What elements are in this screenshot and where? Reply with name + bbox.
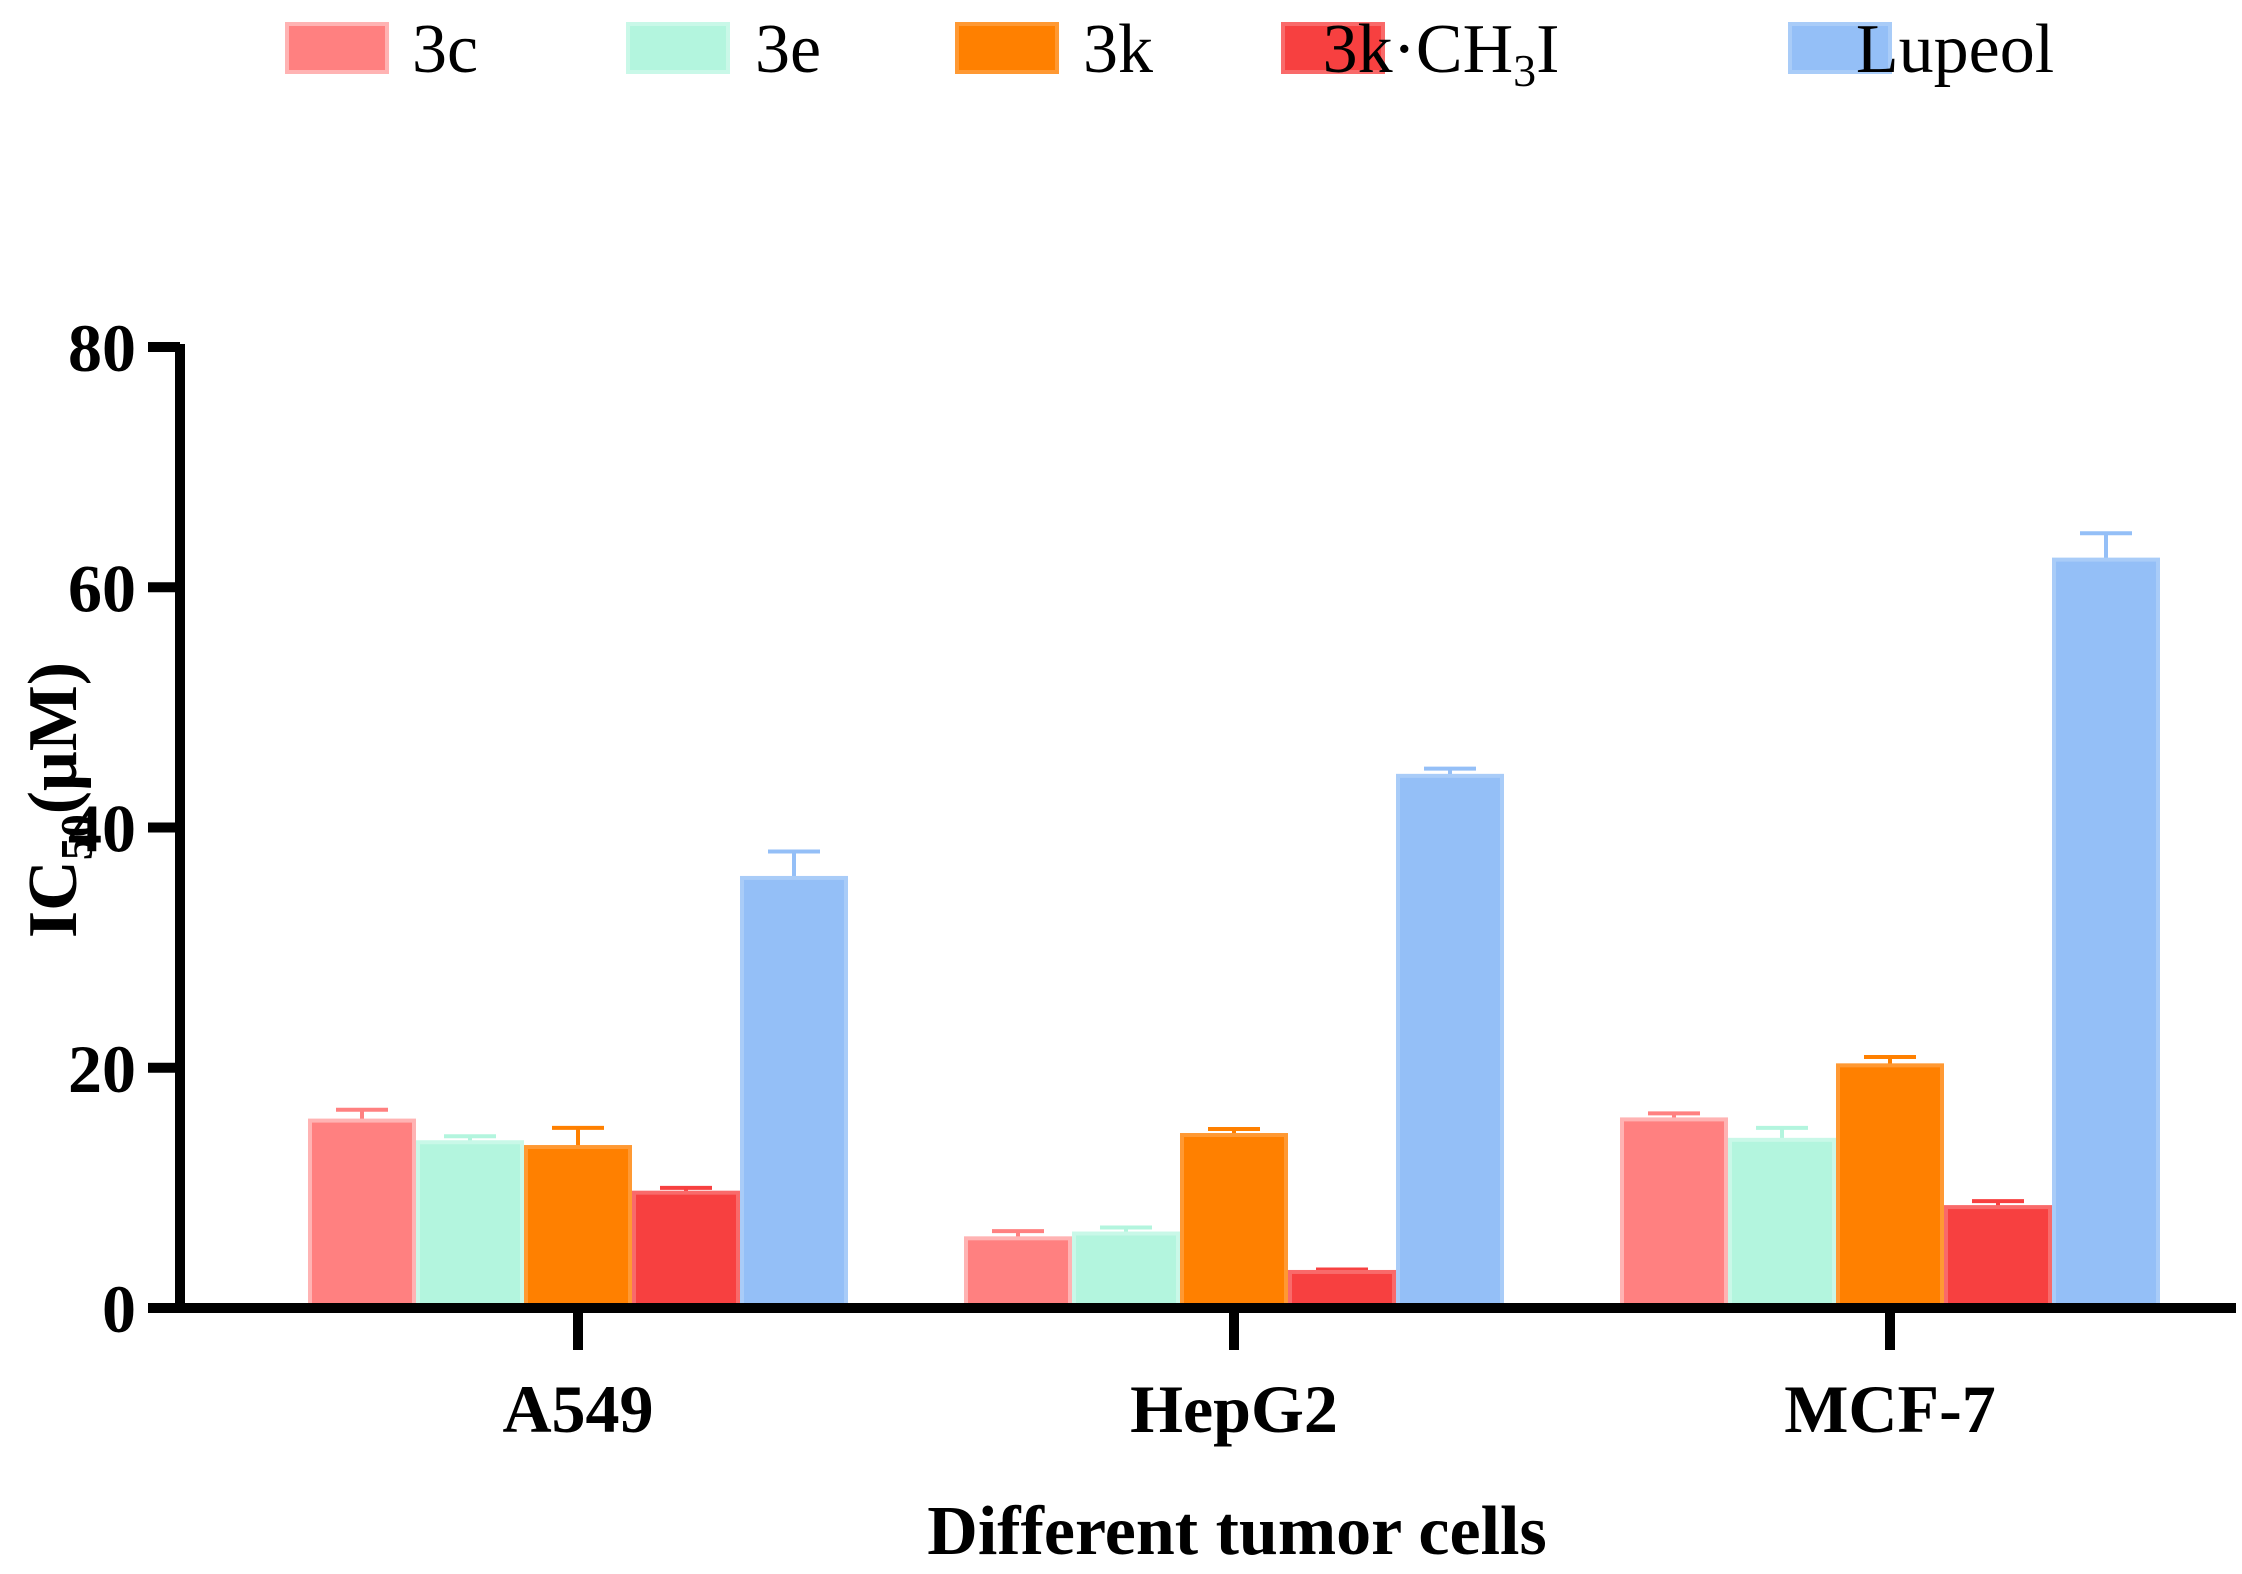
y-tick-label-0: 0 [102, 1271, 136, 1347]
x-tick-label-mcf-7: MCF-7 [1784, 1371, 1995, 1447]
bar-3k-ch3i-a549 [632, 1190, 740, 1311]
legend-label-3e: 3e [755, 11, 821, 88]
y-tick-label-20: 20 [68, 1031, 136, 1107]
y-axis-title: IC50(μM) [15, 662, 102, 938]
x-axis-title: Different tumor cells [927, 1493, 1546, 1570]
x-tick-label-hepg2: HepG2 [1130, 1371, 1338, 1447]
legend: 3c 3e 3k 3k·CH3I Lupeol [285, 11, 2054, 96]
bar-3c-hepg2 [964, 1236, 1072, 1311]
bar-3e-hepg2 [1072, 1231, 1180, 1310]
bar-lupeol-a549 [740, 875, 848, 1310]
bar-3k-mcf-7 [1836, 1063, 1944, 1311]
legend-label-3c: 3c [412, 11, 478, 88]
legend-label-3k: 3k [1083, 11, 1153, 88]
axis-labels: 0 20 40 60 80 A549 HepG2 MCF-7 Different tumor c… [15, 310, 1996, 1570]
legend-swatch-3k [955, 22, 1059, 74]
y-tick-label-80: 80 [68, 310, 136, 386]
bar-3e-a549 [416, 1140, 524, 1311]
bar-lupeol-hepg2 [1396, 773, 1504, 1310]
bars [308, 531, 2160, 1311]
bar-lupeol-mcf-7 [2052, 557, 2160, 1310]
y-axis-title-main: IC [15, 860, 92, 938]
legend-label-3k-ch3i: 3k·CH3I [1323, 11, 1560, 96]
bar-3k-hepg2 [1180, 1133, 1288, 1311]
bar-3k-ch3i-hepg2 [1288, 1269, 1396, 1311]
y-tick-label-40: 40 [68, 791, 136, 867]
legend-swatch-3k-ch3i [1281, 22, 1385, 74]
bar-3c-mcf-7 [1620, 1117, 1728, 1311]
legend-swatch-lupeol [1788, 22, 1892, 74]
bar-3e-mcf-7 [1728, 1137, 1836, 1310]
legend-swatch-3c [285, 22, 389, 74]
bar-3c-a549 [308, 1118, 416, 1310]
bar-3k-a549 [524, 1145, 632, 1310]
legend-label-lupeol: Lupeol [1856, 11, 2054, 88]
y-tick-label-60: 60 [68, 550, 136, 626]
y-axis-title-sub: 50 [51, 814, 102, 860]
bar-3k-ch3i-mcf-7 [1944, 1205, 2052, 1310]
axes [148, 342, 2236, 1350]
legend-swatch-3e [626, 22, 730, 74]
x-tick-label-a549: A549 [502, 1371, 653, 1447]
y-axis-title-unit: (μM) [15, 662, 92, 814]
